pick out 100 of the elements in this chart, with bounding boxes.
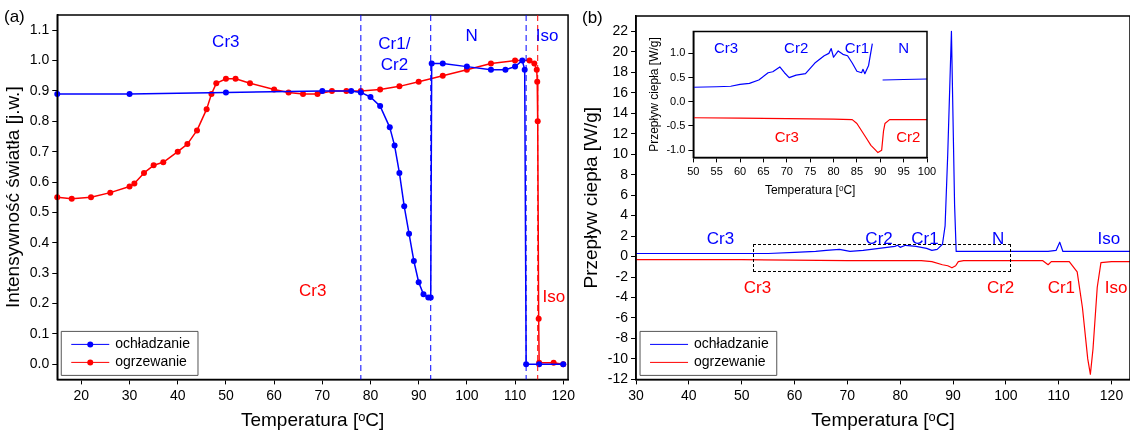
y-tick-label: -12 [607, 370, 629, 387]
y-tick-label: -8 [615, 329, 629, 346]
x-tick-label: 90 [945, 386, 962, 403]
y-tick-label: 0.9 [29, 81, 50, 98]
y-tick-label: 1.0 [670, 46, 686, 59]
x-tick-label: 30 [121, 386, 138, 403]
annotation: Cr3 [298, 280, 327, 300]
point [502, 66, 509, 73]
legend-label: ochładzanie [115, 335, 191, 352]
point [367, 93, 374, 100]
point [487, 66, 494, 73]
point [512, 63, 519, 70]
y-tick-label: 22 [612, 22, 629, 39]
point [107, 189, 114, 196]
x-tick-label: 70 [839, 386, 856, 403]
annotation: Cr1/ Cr2 [378, 33, 411, 74]
y-tick-label: 0.1 [29, 324, 50, 341]
x-tick-label: 110 [503, 386, 527, 403]
y-tick-label: -1.0 [666, 143, 686, 156]
point [232, 75, 239, 82]
y-tick-label: 16 [612, 83, 629, 100]
point [348, 87, 355, 94]
x-tick-label: 110 [1047, 386, 1071, 403]
y-tick-label: -6 [615, 308, 629, 325]
y-tick-label: 14 [612, 104, 629, 121]
y-tick-label: 8 [620, 165, 629, 182]
legend-label: ogrzewanie [694, 353, 766, 370]
annotation: Cr2 [986, 277, 1015, 297]
x-tick-label: 60 [266, 386, 283, 403]
y-axis-title: Intensywność światła [j.w.] [1, 86, 23, 309]
y-tick-label: 0.8 [29, 112, 50, 129]
point [87, 194, 94, 201]
point [247, 80, 254, 87]
x-tick-label: 70 [314, 386, 331, 403]
point [439, 60, 446, 67]
point [531, 60, 538, 67]
legend-label: ochładzanie [694, 335, 769, 352]
y-tick-label: 18 [612, 63, 629, 80]
point [415, 78, 422, 85]
point [396, 83, 403, 90]
x-tick-label: 50 [733, 386, 750, 403]
point [401, 203, 408, 210]
point [391, 142, 398, 149]
y-tick-label: 0.6 [29, 172, 50, 189]
y-tick-label: 0.5 [670, 70, 686, 83]
y-tick-label: 0 [620, 247, 629, 264]
point [523, 361, 530, 368]
y-tick-label: 0.5 [29, 203, 50, 220]
y-tick-label: 1.1 [29, 21, 50, 38]
x-axis-title: Temperatura [ᵒC] [764, 183, 856, 198]
y-tick-label: -0.5 [666, 118, 686, 131]
point [213, 80, 220, 87]
annotation: Cr1 [844, 38, 869, 56]
point [68, 195, 75, 202]
x-tick-label: 70 [780, 165, 793, 178]
point [386, 124, 393, 131]
annotation: N [991, 228, 1005, 248]
point [184, 141, 191, 148]
x-tick-label: 80 [827, 165, 840, 178]
annotation: Iso [542, 287, 566, 307]
point [512, 57, 519, 64]
x-tick-label: 20 [73, 386, 90, 403]
x-tick-label: 40 [681, 386, 697, 403]
y-tick-label: -4 [615, 288, 629, 305]
y-tick-label: -2 [615, 267, 629, 284]
x-tick-label: 65 [757, 165, 770, 178]
x-tick-label: 90 [874, 165, 887, 178]
y-tick-label: 12 [612, 124, 629, 141]
point [194, 127, 201, 134]
x-tick-label: 60 [786, 386, 803, 403]
x-tick-label: 80 [362, 386, 379, 403]
point [487, 60, 494, 67]
y-tick-label: 0.0 [670, 94, 686, 107]
annotation: Iso [1104, 277, 1128, 297]
point [126, 90, 133, 97]
point [377, 103, 384, 110]
x-tick-label: 60 [733, 165, 747, 178]
y-tick-label: 0.2 [29, 294, 50, 311]
annotation: Iso [535, 25, 559, 45]
y-axis-title: Przepływ ciepła [W/g] [646, 37, 661, 152]
y-tick-label: 0.3 [29, 263, 50, 280]
x-axis-title: Temperatura [ᵒC] [240, 408, 385, 430]
point [222, 75, 229, 82]
y-tick-label: 0.4 [29, 233, 50, 250]
annotation: Cr3 [774, 128, 799, 146]
point [410, 257, 417, 264]
point [203, 106, 210, 113]
annotation: Iso [1097, 228, 1121, 248]
annotation: Cr2 [865, 228, 893, 248]
point [415, 279, 422, 286]
x-tick-label: 55 [710, 165, 723, 178]
x-tick-label: 120 [551, 386, 576, 403]
annotation: N [898, 38, 910, 56]
annotation: Cr3 [212, 32, 240, 52]
point [406, 230, 413, 237]
y-tick-label: 0.0 [29, 355, 50, 372]
point [396, 169, 403, 176]
y-tick-label: 4 [620, 206, 629, 223]
x-tick-label: 85 [850, 165, 864, 178]
annotation: Cr3 [743, 277, 772, 297]
